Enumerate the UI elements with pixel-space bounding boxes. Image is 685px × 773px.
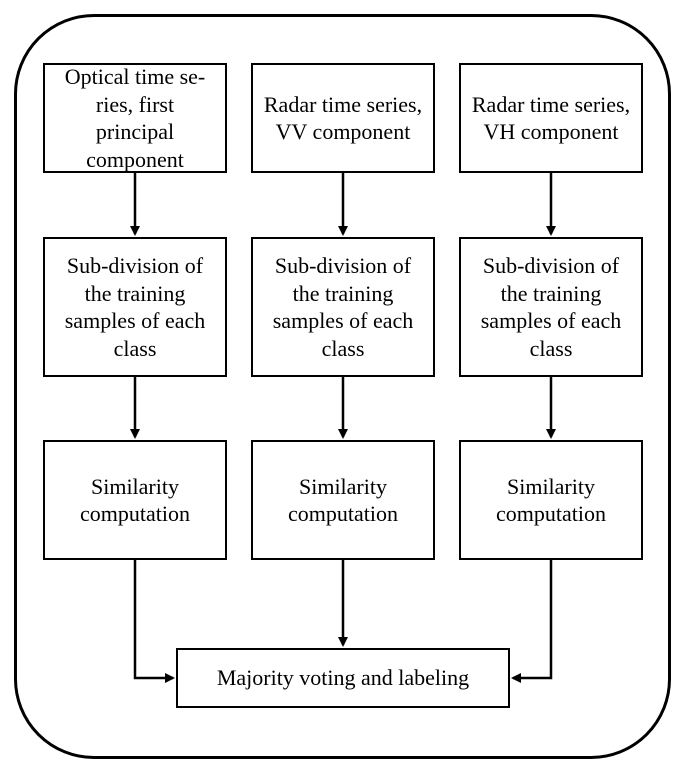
node-label: Radar time series,VH component	[472, 91, 630, 146]
node-label: Similaritycomputation	[288, 473, 398, 528]
node-optical-similarity: Similaritycomputation	[43, 440, 227, 560]
node-radar-vh-input: Radar time series,VH component	[459, 63, 643, 173]
node-label: Sub-division ofthe trainingsamples of ea…	[65, 252, 206, 362]
node-optical-input: Optical time se-ries, first principalcom…	[43, 63, 227, 173]
node-optical-subdivision: Sub-division ofthe trainingsamples of ea…	[43, 237, 227, 377]
node-label: Sub-division ofthe trainingsamples of ea…	[481, 252, 622, 362]
node-majority-voting: Majority voting and labeling	[176, 648, 510, 708]
node-label: Similaritycomputation	[496, 473, 606, 528]
node-radar-vh-similarity: Similaritycomputation	[459, 440, 643, 560]
node-label: Optical time se-ries, first principalcom…	[55, 63, 215, 173]
node-label: Majority voting and labeling	[217, 664, 469, 692]
node-label: Sub-division ofthe trainingsamples of ea…	[273, 252, 414, 362]
node-radar-vv-similarity: Similaritycomputation	[251, 440, 435, 560]
node-radar-vh-subdivision: Sub-division ofthe trainingsamples of ea…	[459, 237, 643, 377]
node-label: Radar time series,VV component	[264, 91, 422, 146]
node-radar-vv-input: Radar time series,VV component	[251, 63, 435, 173]
node-radar-vv-subdivision: Sub-division ofthe trainingsamples of ea…	[251, 237, 435, 377]
node-label: Similaritycomputation	[80, 473, 190, 528]
